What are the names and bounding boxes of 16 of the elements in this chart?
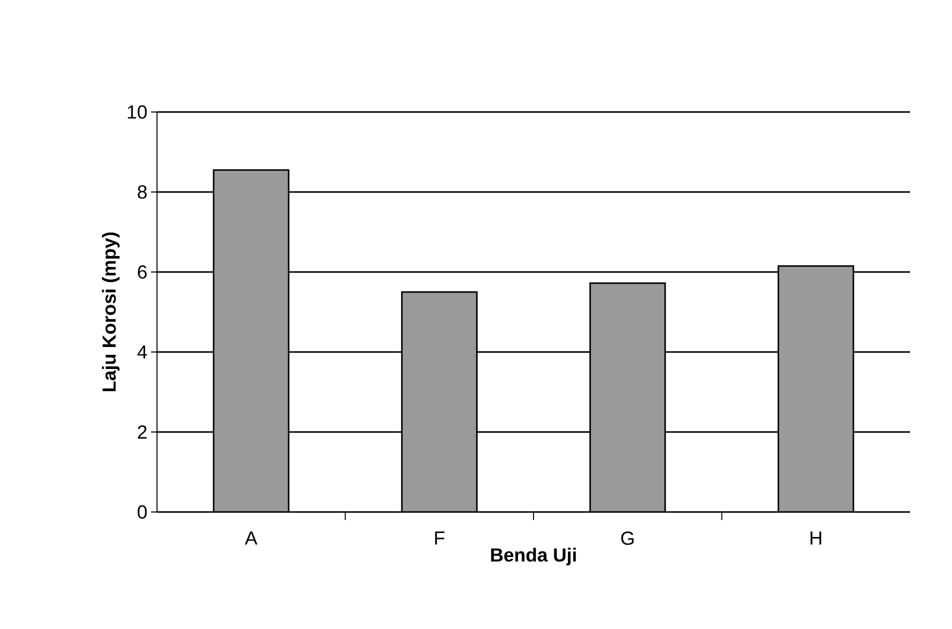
bar bbox=[212, 169, 290, 512]
y-tick-label: 0 bbox=[138, 505, 147, 519]
x-tick-label: H bbox=[810, 532, 822, 545]
x-axis-title: Benda Uji bbox=[491, 548, 576, 566]
y-tick-label: 6 bbox=[138, 265, 147, 279]
y-axis-title: Laju Korosi (mpy) bbox=[102, 232, 120, 392]
bar bbox=[589, 282, 666, 512]
y-tick-label: 10 bbox=[128, 105, 147, 119]
y-tick-label: 8 bbox=[138, 185, 147, 199]
x-tick-label: G bbox=[621, 532, 634, 545]
x-tick-label: A bbox=[244, 532, 258, 545]
y-tick-label: 4 bbox=[137, 345, 147, 358]
x-tick-label: F bbox=[435, 532, 444, 545]
bar bbox=[778, 265, 854, 512]
y-tick-label: 2 bbox=[138, 425, 147, 439]
bar bbox=[401, 291, 478, 512]
